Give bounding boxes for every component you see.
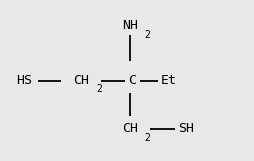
Text: 2: 2 [96,84,102,94]
Text: NH: NH [122,19,137,32]
Text: HS: HS [16,74,32,87]
Text: CH: CH [122,122,137,135]
Text: 2: 2 [144,133,150,143]
Text: 2: 2 [144,30,150,40]
Text: CH: CH [73,74,89,87]
Text: C: C [128,74,136,87]
Text: SH: SH [178,122,193,135]
Text: Et: Et [160,74,176,87]
